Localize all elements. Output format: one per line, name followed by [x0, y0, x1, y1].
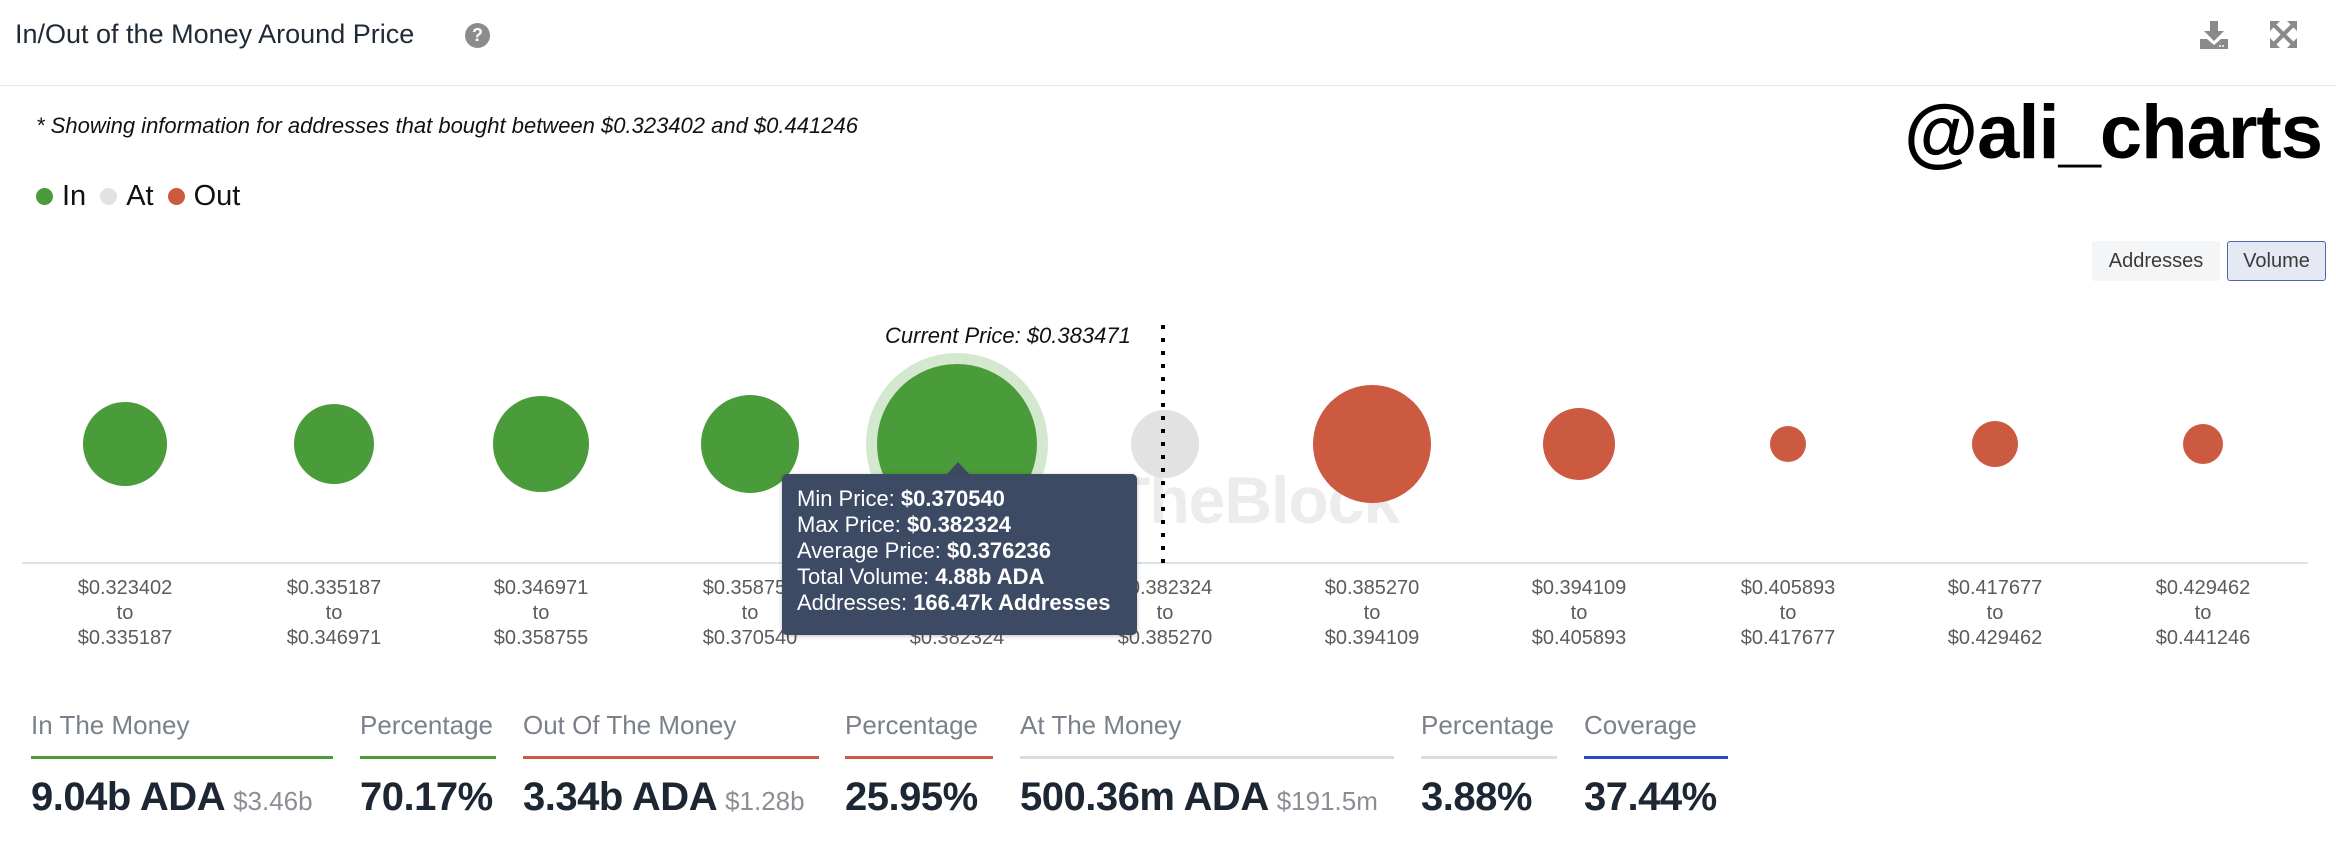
stat-usd-value: $3.46b: [233, 786, 313, 816]
bubble-out[interactable]: [1313, 385, 1431, 503]
bin-range-label: $0.417677 to $0.429462: [1947, 577, 2043, 649]
tooltip-row-min-price: Min Price: $0.370540: [797, 486, 1005, 511]
bubble-in[interactable]: [83, 402, 167, 486]
tooltip-row-max-price: Max Price: $0.382324: [797, 512, 1012, 537]
stat-value: 9.04b ADA $3.46b: [31, 775, 313, 819]
toggle-volume-button[interactable]: Volume: [2227, 241, 2326, 281]
bubble-in[interactable]: [493, 396, 589, 492]
stat-value: 37.44%: [1584, 775, 1717, 819]
stat-coverage: Coverage 37.44%: [1584, 708, 1728, 821]
stat-out-of-the-money: Out Of The Money 3.34b ADA $1.28b: [523, 708, 819, 825]
stat-underline: [1421, 756, 1557, 759]
legend-item-in[interactable]: In: [36, 180, 86, 213]
toggle-addresses-button[interactable]: Addresses: [2092, 241, 2220, 281]
bubble-in[interactable]: [294, 404, 374, 484]
stat-label: Percentage: [1421, 710, 1554, 740]
stat-value: 3.88%: [1421, 775, 1532, 819]
stat-label: Percentage: [845, 710, 978, 740]
stat-underline: [523, 756, 819, 759]
stat-underline: [31, 756, 333, 759]
bubble-out[interactable]: [2183, 424, 2223, 464]
legend-label: In: [62, 180, 87, 212]
tooltip-row-addresses: Addresses: 166.47k Addresses: [797, 590, 1111, 615]
tooltip-row-avg-price: Average Price: $0.376236: [797, 538, 1052, 563]
stat-underline: [1584, 756, 1728, 759]
legend-label: Out: [193, 180, 241, 212]
stat-value: 70.17%: [360, 775, 493, 819]
legend-dot-at-icon: [100, 188, 118, 205]
legend-item-out[interactable]: Out: [167, 180, 241, 213]
stat-underline: [1020, 756, 1394, 759]
page-title: In/Out of the Money Around Price: [15, 19, 415, 49]
stat-usd-value: $1.28b: [725, 786, 805, 816]
stat-label: Out Of The Money: [523, 710, 737, 740]
bubble-out[interactable]: [1972, 421, 2018, 467]
legend-dot-out-icon: [167, 188, 185, 205]
bin-range-label: $0.323402 to $0.335187: [77, 577, 173, 649]
bin-range-label: $0.405893 to $0.417677: [1740, 577, 1836, 649]
stat-percentage: Percentage 70.17%: [360, 708, 496, 821]
bin-range-label: $0.429462 to $0.441246: [2155, 577, 2251, 649]
bubble-tooltip: Min Price: $0.370540 Max Price: $0.38232…: [782, 474, 1137, 635]
bubble-out[interactable]: [1543, 408, 1615, 480]
stat-percentage: Percentage 3.88%: [1421, 708, 1557, 821]
tooltip-caret: [946, 462, 970, 475]
help-icon[interactable]: ?: [465, 23, 490, 48]
stat-at-the-money: At The Money 500.36m ADA $191.5m: [1020, 708, 1394, 825]
stat-percentage: Percentage 25.95%: [845, 708, 993, 821]
current-price-marker: [1161, 325, 1165, 563]
bubble-at[interactable]: [1131, 410, 1199, 478]
current-price-label: Current Price: $0.383471: [885, 323, 1131, 348]
watermark-handle: @ali_charts: [1904, 90, 2323, 175]
stat-underline: [845, 756, 993, 759]
stat-label: Percentage: [360, 710, 493, 740]
bin-range-label: $0.335187 to $0.346971: [286, 577, 382, 649]
legend-dot-in-icon: [36, 188, 53, 205]
stat-value: 3.34b ADA $1.28b: [523, 775, 805, 819]
range-note: * Showing information for addresses that…: [36, 113, 858, 138]
bin-range-label: $0.346971 to $0.358755: [493, 577, 589, 649]
stat-usd-value: $191.5m: [1276, 786, 1378, 816]
bin-range-label: $0.394109 to $0.405893: [1531, 577, 1627, 649]
bubble-out[interactable]: [1770, 426, 1806, 462]
stat-value: 25.95%: [845, 775, 978, 819]
stat-value: 500.36m ADA $191.5m: [1020, 775, 1378, 819]
download-icon[interactable]: [2199, 20, 2229, 50]
stat-label: Coverage: [1584, 710, 1697, 740]
legend-item-at[interactable]: At: [100, 180, 154, 213]
bin-range-label: $0.358755 to $0.370540: [702, 577, 798, 649]
legend-label: At: [126, 180, 154, 212]
bin-range-label: $0.382324 to $0.385270: [1117, 577, 1213, 649]
tooltip-row-volume: Total Volume: 4.88b ADA: [797, 564, 1045, 589]
x-axis-line: [22, 562, 2308, 564]
stat-label: At The Money: [1020, 710, 1182, 740]
legend: In At Out: [36, 180, 254, 213]
stat-label: In The Money: [31, 710, 190, 740]
stat-underline: [360, 756, 496, 759]
header-divider: [0, 85, 2336, 86]
stat-in-the-money: In The Money 9.04b ADA $3.46b: [31, 708, 333, 825]
expand-icon[interactable]: [2270, 21, 2300, 51]
bin-range-label: $0.385270 to $0.394109: [1324, 577, 1420, 649]
